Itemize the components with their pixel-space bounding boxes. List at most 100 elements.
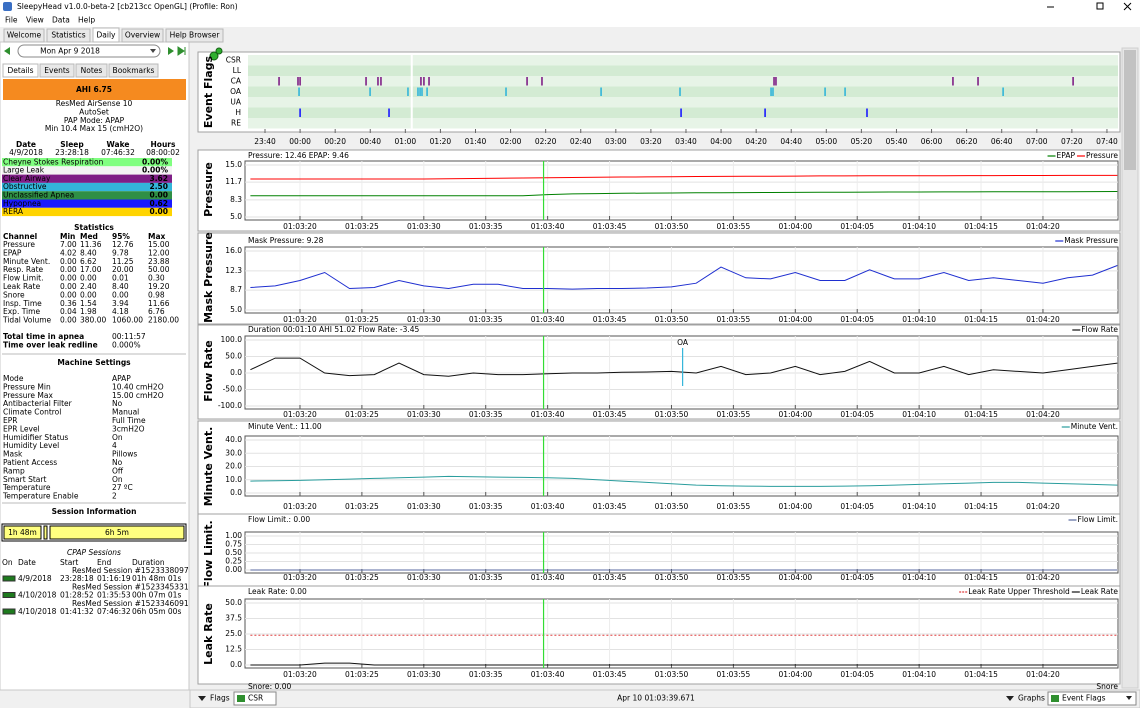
times-header: Date bbox=[16, 140, 36, 149]
setting-name: Temperature bbox=[2, 483, 51, 492]
setting-value: 2 bbox=[112, 492, 117, 501]
legend-label: EPAP bbox=[1057, 151, 1076, 160]
setting-value: On bbox=[112, 475, 123, 484]
tab[interactable] bbox=[165, 28, 224, 43]
setting-value: On bbox=[112, 433, 123, 442]
x-tick-label: 01:04:20 bbox=[1026, 222, 1060, 231]
x-tick-label: 04:00 bbox=[710, 137, 732, 146]
x-tick-label: 01:03:55 bbox=[717, 315, 751, 324]
trace bbox=[250, 174, 1118, 180]
trace bbox=[250, 357, 1118, 377]
trace bbox=[250, 662, 1118, 666]
tab[interactable] bbox=[46, 28, 91, 43]
menu-bar bbox=[0, 13, 1140, 27]
y-tick-label: 12.5 bbox=[225, 645, 242, 654]
x-tick-label: 01:03:40 bbox=[531, 315, 565, 324]
session-info-title: Session Information bbox=[52, 507, 137, 516]
session-cell: 00h 07m 01s bbox=[132, 591, 181, 600]
maximize-button[interactable] bbox=[1096, 2, 1104, 10]
setting-value: 3cmH2O bbox=[112, 424, 145, 433]
y-tick-label: 0.0 bbox=[230, 660, 242, 669]
flags-button[interactable]: Flags bbox=[210, 694, 230, 703]
session-cell: 4/10/2018 bbox=[18, 607, 57, 616]
total-value: 0.000% bbox=[112, 340, 141, 349]
x-tick-label: 01:03:45 bbox=[593, 222, 627, 231]
x-tick-label: 01:03:50 bbox=[655, 502, 689, 511]
session-cell: 01:35:53 bbox=[97, 591, 131, 600]
session-bar[interactable] bbox=[49, 525, 185, 540]
detail-tab-label: Notes bbox=[81, 66, 103, 75]
statistics-cell: 23.88 bbox=[148, 257, 170, 266]
x-tick-label: 01:03:20 bbox=[283, 222, 317, 231]
session-cell: 06h 05m 00s bbox=[132, 607, 181, 616]
menu-item[interactable]: Data bbox=[52, 16, 70, 25]
close-button[interactable] bbox=[1123, 2, 1132, 11]
session-bar[interactable] bbox=[3, 525, 42, 540]
y-tick-label: 40.0 bbox=[225, 435, 242, 444]
tab[interactable] bbox=[3, 28, 45, 43]
detail-tab[interactable] bbox=[75, 63, 108, 78]
graphs-select-label: Event Flags bbox=[1062, 694, 1106, 703]
title-bar bbox=[0, 0, 1140, 13]
sessions-header: Date bbox=[18, 558, 36, 567]
graph-title: Pressure bbox=[202, 162, 215, 217]
menu-item[interactable]: View bbox=[26, 16, 44, 25]
detail-tab[interactable] bbox=[39, 63, 75, 78]
graphs-select[interactable] bbox=[1047, 691, 1137, 706]
y-tick-label: 0.50 bbox=[225, 548, 242, 557]
x-tick-label: 00:20 bbox=[324, 137, 346, 146]
session-bar[interactable] bbox=[43, 525, 48, 540]
x-tick-label: 01:04:15 bbox=[964, 222, 998, 231]
times-value: 07:46:32 bbox=[101, 148, 135, 157]
graphs-button[interactable]: Graphs bbox=[1018, 694, 1045, 703]
x-tick-label: 01:03:25 bbox=[345, 315, 379, 324]
x-tick-label: 01:04:05 bbox=[840, 315, 874, 324]
index-row bbox=[2, 191, 172, 200]
x-tick-label: 01:03:45 bbox=[593, 573, 627, 582]
graph-title: Leak Rate bbox=[202, 603, 215, 665]
prev-day-button[interactable] bbox=[4, 47, 10, 55]
statistics-cell: Snore bbox=[3, 290, 25, 299]
times-value: 23:28:18 bbox=[55, 148, 89, 157]
session-toggle[interactable] bbox=[2, 575, 16, 582]
setting-name: Climate Control bbox=[3, 408, 61, 417]
tab[interactable] bbox=[92, 27, 120, 43]
x-tick-label: 00:40 bbox=[359, 137, 381, 146]
x-tick-label: 01:04:20 bbox=[1026, 315, 1060, 324]
detail-tab[interactable] bbox=[2, 63, 39, 78]
next-day-button[interactable] bbox=[168, 47, 174, 55]
y-tick-label: 11.7 bbox=[225, 177, 242, 186]
graphs-swatch bbox=[1051, 695, 1059, 702]
index-label: Hypopnea bbox=[3, 199, 41, 208]
session-toggle[interactable] bbox=[2, 608, 16, 615]
x-tick-label: 01:03:30 bbox=[407, 410, 441, 419]
menu-item[interactable]: Help bbox=[78, 16, 95, 25]
statistics-cell: 0.00 bbox=[80, 290, 97, 299]
setting-name: Mask bbox=[3, 450, 23, 459]
scrollbar[interactable] bbox=[1121, 47, 1139, 689]
x-tick-label: 01:03:40 bbox=[531, 502, 565, 511]
graph-title: Mask Pressure bbox=[202, 232, 215, 323]
flag-row-label: CSR bbox=[226, 55, 241, 64]
x-tick-label: 01:03:30 bbox=[407, 315, 441, 324]
statistics-cell: 4.18 bbox=[112, 307, 129, 316]
tab[interactable] bbox=[121, 28, 164, 43]
x-tick-label: 01:04:10 bbox=[902, 410, 936, 419]
pin-icon[interactable] bbox=[215, 47, 223, 55]
scrollbar-thumb[interactable] bbox=[1124, 50, 1136, 170]
statistics-header: Channel bbox=[3, 232, 37, 241]
x-tick-label: 01:40 bbox=[465, 137, 487, 146]
y-tick-label: 50.0 bbox=[225, 598, 242, 607]
menu-item[interactable]: File bbox=[5, 16, 18, 25]
x-tick-label: 01:03:35 bbox=[469, 222, 503, 231]
statistics-cell: Leak Rate bbox=[3, 282, 41, 291]
pin-icon[interactable] bbox=[209, 51, 219, 61]
statistics-cell: 0.00 bbox=[60, 265, 77, 274]
x-tick-label: 01:04:15 bbox=[964, 502, 998, 511]
session-toggle[interactable] bbox=[2, 592, 16, 598]
statistics-cell: 0.01 bbox=[112, 274, 129, 283]
date-picker[interactable] bbox=[17, 44, 161, 58]
x-tick-label: 01:03:35 bbox=[469, 502, 503, 511]
last-day-button[interactable] bbox=[177, 46, 186, 56]
detail-tab[interactable] bbox=[108, 63, 159, 78]
